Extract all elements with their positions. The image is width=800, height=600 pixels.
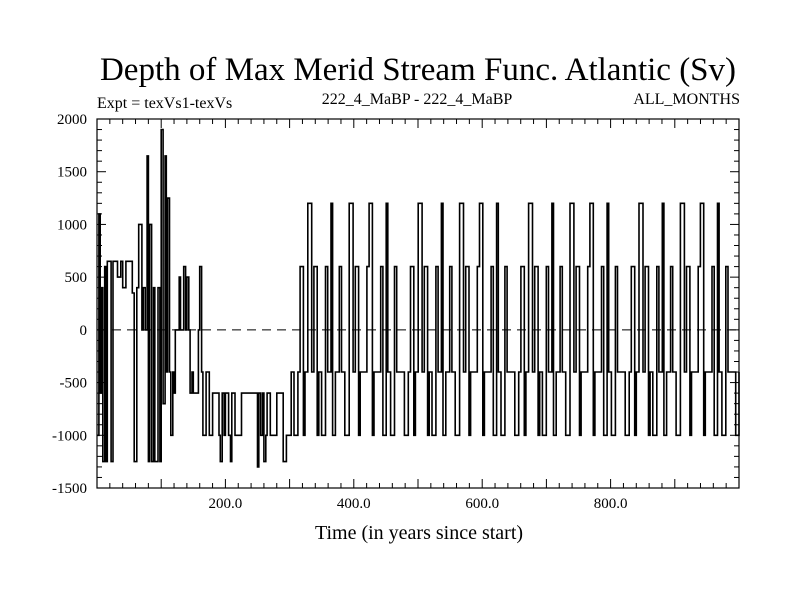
chart-title: Depth of Max Merid Stream Func. Atlantic… bbox=[100, 52, 736, 88]
x-tick-label: 600.0 bbox=[465, 496, 499, 512]
y-tick-labels: -1500 -1000 -500 0 500 1000 1500 2000 bbox=[52, 112, 87, 497]
x-tick-label: 400.0 bbox=[337, 496, 371, 512]
subtitle-right: ALL_MONTHS bbox=[633, 91, 740, 108]
x-axis-label: Time (in years since start) bbox=[315, 522, 523, 544]
plot-area bbox=[96, 118, 740, 489]
y-tick-label: 1000 bbox=[57, 217, 87, 233]
y-tick-label: -1000 bbox=[52, 428, 87, 444]
x-tick-labels: 200.0 400.0 600.0 800.0 bbox=[209, 496, 628, 512]
x-tick-label: 200.0 bbox=[209, 496, 243, 512]
y-tick-label: -1500 bbox=[52, 481, 87, 497]
y-tick-label: 500 bbox=[65, 270, 88, 286]
y-tick-label: 2000 bbox=[57, 112, 87, 128]
subtitle-left: Expt = texVs1-texVs bbox=[97, 95, 232, 112]
y-tick-label: 0 bbox=[80, 323, 88, 339]
subtitle-center: 222_4_MaBP - 222_4_MaBP bbox=[322, 91, 513, 108]
x-tick-label: 800.0 bbox=[594, 496, 628, 512]
y-tick-label: -500 bbox=[60, 376, 88, 392]
series-line bbox=[97, 128, 740, 468]
y-tick-label: 1500 bbox=[57, 165, 87, 181]
